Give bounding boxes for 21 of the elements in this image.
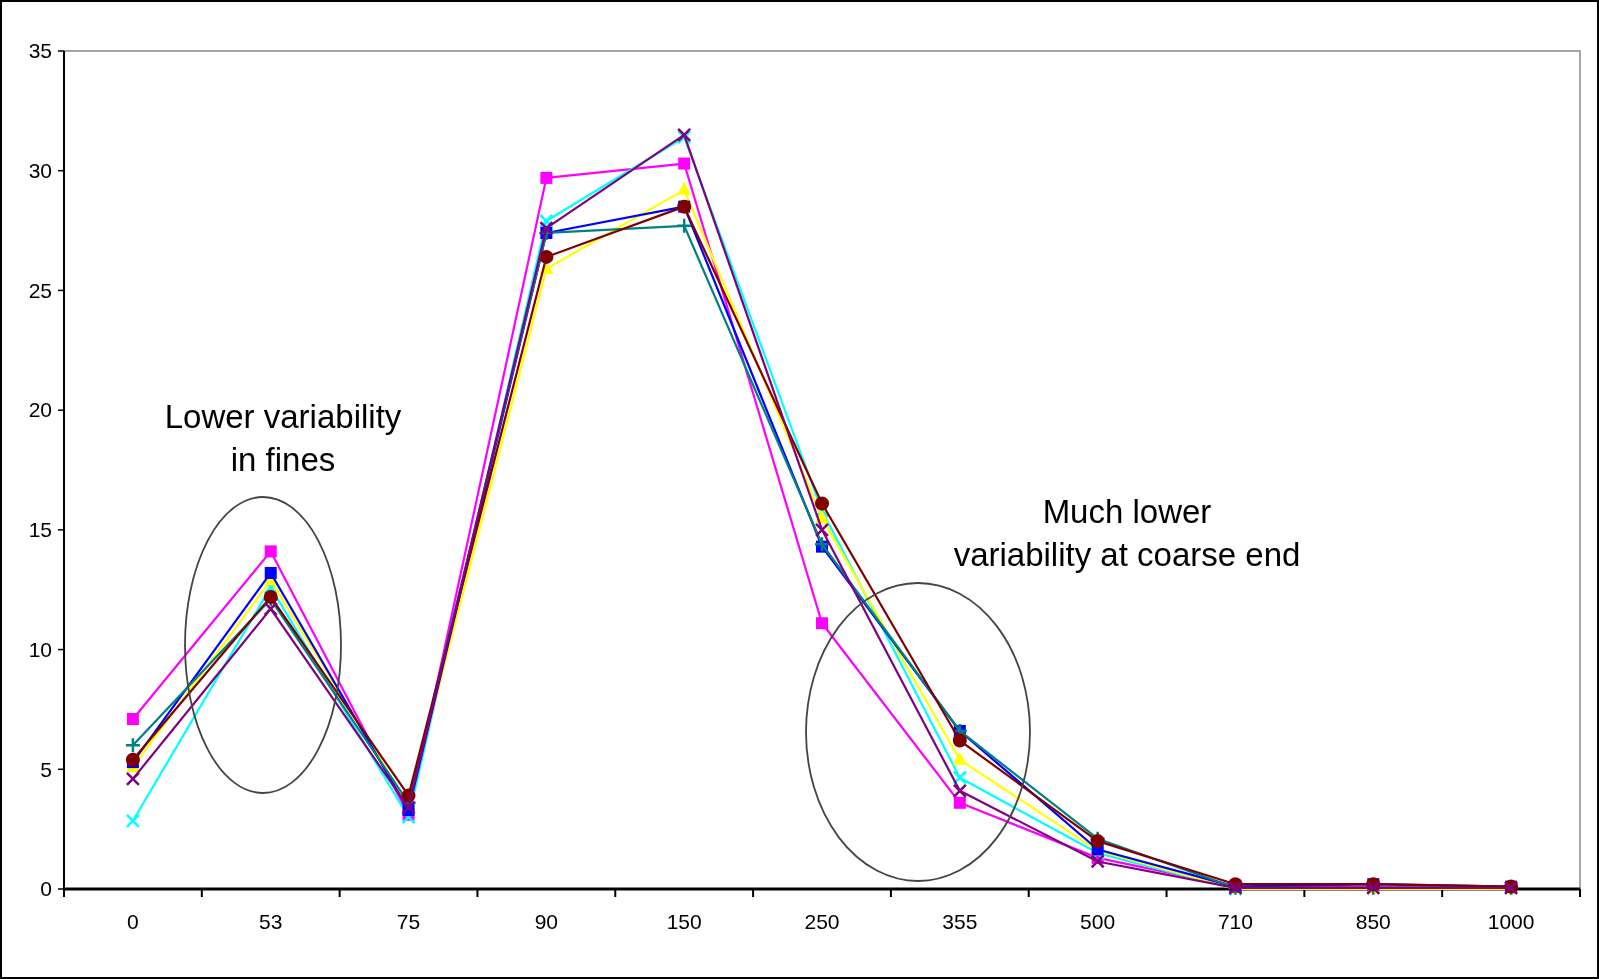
y-tick-label: 35 bbox=[28, 39, 52, 63]
y-tick-label: 5 bbox=[40, 757, 52, 781]
y-tick-label: 0 bbox=[40, 877, 52, 901]
y-tick-label: 25 bbox=[28, 278, 52, 302]
y-tick-label: 15 bbox=[28, 518, 52, 542]
x-tick-label: 250 bbox=[804, 910, 840, 933]
x-tick-label: 75 bbox=[396, 910, 421, 933]
annotation: Lower variability in fines bbox=[164, 398, 402, 478]
x-tick-label: 1000 bbox=[1487, 910, 1535, 933]
x-tick-label: 0 bbox=[127, 910, 139, 933]
x-tick-label: 90 bbox=[534, 910, 559, 933]
x-tick-label: 355 bbox=[942, 910, 978, 933]
annotation: Much lower variability at coarse end bbox=[953, 493, 1301, 573]
y-tick-label: 30 bbox=[28, 159, 52, 183]
x-tick-label: 710 bbox=[1217, 910, 1253, 933]
x-tick-label: 850 bbox=[1355, 910, 1391, 933]
y-tick-label: 20 bbox=[28, 398, 52, 422]
y-tick-label: 10 bbox=[28, 637, 52, 661]
x-tick-label: 53 bbox=[259, 910, 283, 933]
x-tick-label: 150 bbox=[666, 910, 702, 933]
x-tick-label: 500 bbox=[1080, 910, 1116, 933]
